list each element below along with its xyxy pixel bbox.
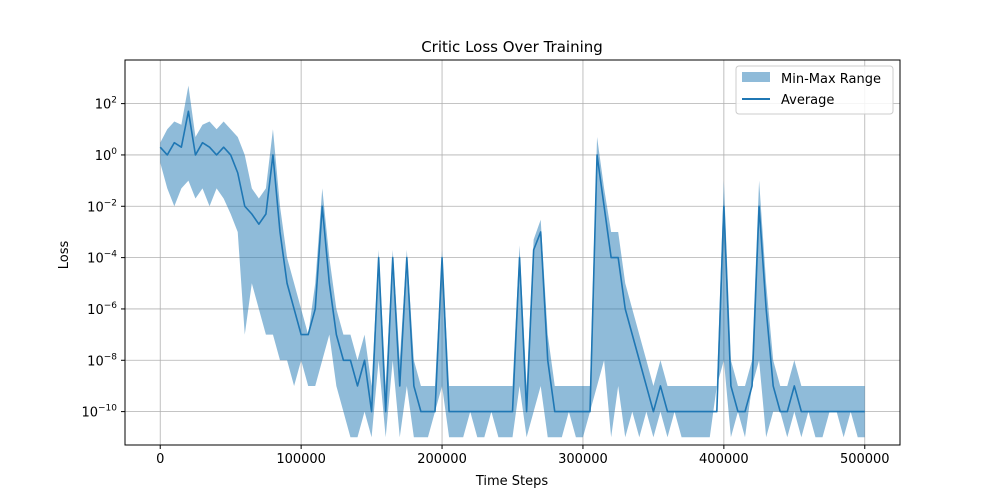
series-layer xyxy=(159,85,865,438)
y-tick-label-0: 102 xyxy=(95,96,117,113)
y-tick-label-1: 100 xyxy=(95,147,118,164)
x-tick-label-1: 100000 xyxy=(276,452,326,467)
x-axis-title: Time Steps xyxy=(475,474,549,489)
y-tick-label-6: 10−10 xyxy=(81,404,117,421)
y-tick-label-3: 10−4 xyxy=(87,250,117,267)
x-tick-label-3: 300000 xyxy=(558,452,608,467)
plot-frame xyxy=(124,59,901,446)
x-tick-label-4: 400000 xyxy=(699,452,749,467)
y-tick-label-4: 10−6 xyxy=(87,301,117,318)
y-axis-title: Loss xyxy=(57,241,72,270)
x-tick-label-2: 200000 xyxy=(417,452,467,467)
average-line xyxy=(159,110,865,413)
x-tick-label-5: 500000 xyxy=(840,452,890,467)
legend-label-band: Min-Max Range xyxy=(781,72,881,87)
y-tick-label-5: 10−8 xyxy=(87,352,117,369)
axes-layer: 0 100000 200000 300000 400000 500000 102 100 10−… xyxy=(81,59,901,467)
legend-label-line: Average xyxy=(781,93,834,108)
min-max-band xyxy=(160,85,865,438)
x-tick-label-0: 0 xyxy=(156,452,164,467)
y-tick-label-2: 10−2 xyxy=(87,198,117,215)
legend-frame xyxy=(735,65,894,115)
chart-title: Critic Loss Over Training xyxy=(421,38,603,56)
legend-band-swatch xyxy=(742,72,770,82)
legend: Min-Max Range Average xyxy=(735,65,894,115)
